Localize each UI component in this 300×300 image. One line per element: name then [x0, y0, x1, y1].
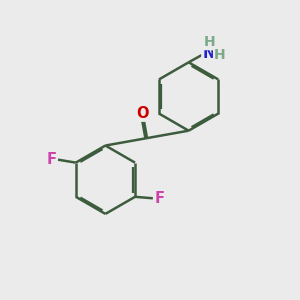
Text: F: F: [46, 152, 56, 166]
Text: F: F: [154, 191, 164, 206]
Text: H: H: [214, 48, 226, 62]
Text: H: H: [204, 35, 216, 49]
Text: N: N: [202, 46, 215, 61]
Text: O: O: [136, 106, 149, 121]
